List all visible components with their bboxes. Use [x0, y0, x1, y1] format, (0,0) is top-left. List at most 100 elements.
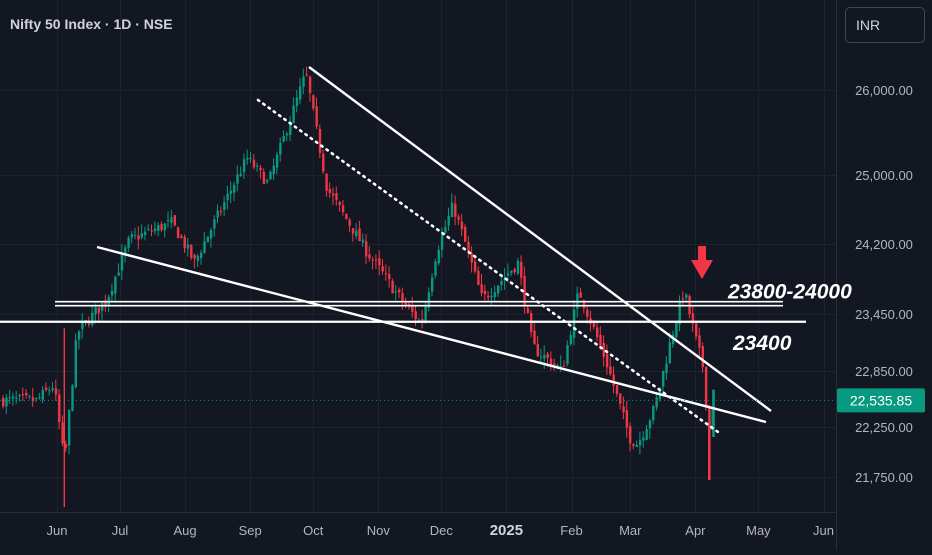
- candle-body: [302, 76, 305, 87]
- candle-body: [229, 190, 233, 194]
- candle-body: [497, 285, 500, 294]
- candle-body: [71, 385, 74, 411]
- candle-body: [440, 234, 444, 250]
- candle-body: [361, 239, 365, 243]
- down-arrow-marker: [691, 246, 713, 279]
- candle-body: [28, 396, 31, 398]
- candle-body: [160, 223, 163, 230]
- candle-body: [632, 444, 635, 446]
- candle-body: [54, 388, 58, 395]
- candle-body: [110, 290, 114, 296]
- candle-body: [401, 293, 404, 303]
- candle-body: [58, 394, 61, 422]
- candle-body: [127, 237, 130, 248]
- candle-body: [219, 211, 223, 213]
- x-tick-label: Sep: [239, 523, 262, 538]
- candle-body: [299, 86, 302, 100]
- candle-body: [285, 133, 289, 136]
- candle-body: [500, 280, 503, 285]
- x-tick-label: 2025: [490, 522, 523, 539]
- candle-body: [582, 300, 586, 309]
- candle-body: [635, 444, 638, 447]
- candle-body: [487, 295, 490, 298]
- candle-body: [450, 202, 454, 218]
- candle-body: [31, 397, 35, 402]
- candle-body: [592, 321, 596, 327]
- dotted-channel-line: [256, 98, 720, 434]
- candle-body: [447, 215, 450, 226]
- candle-body: [378, 258, 381, 266]
- candle-body: [124, 247, 127, 256]
- candle-body: [374, 259, 378, 261]
- candle-body: [150, 230, 153, 232]
- lower-falling-trendline: [96, 245, 767, 424]
- y-tick-label: 23,450.00: [855, 307, 913, 322]
- candle-body: [315, 106, 318, 127]
- candle-body: [371, 259, 374, 261]
- candle-body: [153, 228, 157, 232]
- candle-body: [64, 444, 68, 448]
- candle-body: [206, 236, 209, 243]
- candle-body: [246, 157, 249, 160]
- candle-body: [648, 420, 652, 429]
- candle-body: [668, 342, 671, 364]
- candle-body: [665, 363, 668, 374]
- grid: [0, 0, 836, 512]
- candle-body: [8, 397, 11, 399]
- candle-body: [464, 227, 467, 242]
- candle-body: [117, 272, 120, 276]
- candle-body: [368, 254, 371, 259]
- candle-body: [239, 173, 242, 176]
- candle-body: [266, 180, 269, 182]
- candle-body: [345, 213, 348, 219]
- candle-body: [143, 231, 147, 236]
- candle-body: [599, 335, 602, 346]
- candle-body: [180, 235, 183, 238]
- candle-body: [68, 410, 71, 446]
- candle-body: [675, 322, 678, 338]
- candle-body: [176, 227, 180, 239]
- candle-body: [190, 244, 193, 258]
- candle-body: [520, 261, 523, 278]
- candle-body: [269, 171, 272, 180]
- candle-body: [685, 294, 688, 298]
- candle-body: [203, 241, 206, 253]
- candle-body: [183, 236, 186, 249]
- candle-body: [431, 277, 434, 292]
- symbol-title[interactable]: Nifty 50 Index · 1D · NSE: [10, 16, 173, 32]
- x-tick-label: Mar: [619, 523, 642, 538]
- candle-body: [186, 244, 190, 249]
- candle-body: [467, 241, 470, 251]
- candle-body: [200, 252, 203, 259]
- candle-body: [335, 193, 338, 201]
- candle-body: [424, 305, 427, 323]
- candle-body: [404, 302, 407, 306]
- candle-body: [457, 216, 460, 220]
- candle-body: [167, 220, 170, 222]
- candle-body: [226, 193, 229, 201]
- candle-body: [87, 322, 91, 325]
- candle-body: [97, 307, 101, 314]
- candle-body: [81, 322, 84, 330]
- candle-body: [681, 298, 685, 300]
- candle-body: [477, 271, 480, 286]
- candle-body: [275, 154, 279, 168]
- candle-body: [539, 356, 543, 358]
- candle-body: [18, 395, 21, 397]
- last-price-tag: [837, 388, 925, 413]
- candle-body: [523, 275, 526, 306]
- candle-body: [312, 95, 315, 109]
- candle-body: [157, 225, 160, 232]
- candle-body: [137, 235, 140, 240]
- candle-body: [629, 426, 632, 444]
- y-tick-label: 22,250.00: [855, 420, 913, 435]
- candle-body: [365, 241, 368, 257]
- candle-body: [101, 303, 104, 311]
- candle-body: [173, 215, 176, 226]
- candle-body: [384, 273, 388, 275]
- candle-body: [473, 261, 477, 272]
- currency-selector[interactable]: INR: [845, 7, 925, 43]
- candle-body: [678, 300, 681, 325]
- candle-body: [332, 193, 335, 196]
